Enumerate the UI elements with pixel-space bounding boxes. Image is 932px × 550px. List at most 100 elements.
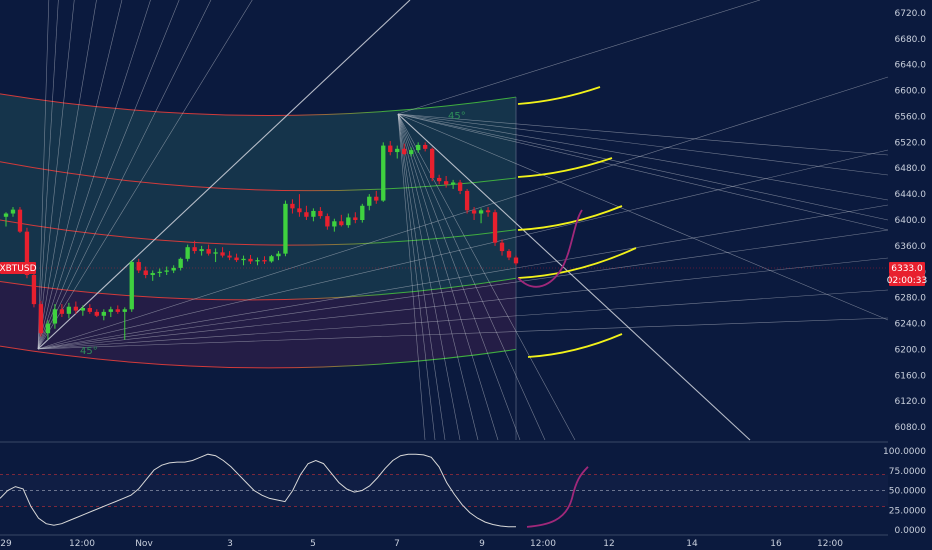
- channel-line-3: [0, 277, 517, 301]
- gann-line-b-12: [397, 113, 426, 441]
- forecast-magenta: [517, 209, 583, 288]
- price-tick-6: 6480.0: [895, 164, 927, 174]
- gann-line-b-1: [397, 113, 889, 176]
- price-tick-7: 6440.0: [895, 190, 927, 200]
- candle-body-37: [262, 260, 267, 262]
- forecast-yellow-4: [527, 333, 623, 358]
- time-axis: 29 12:00 Nov 3 5 7 9 12:00 12 14 16 12:00: [0, 534, 888, 549]
- gann-line-a-13: [37, 229, 889, 350]
- candle-body-26: [185, 247, 190, 259]
- gann-line-b-3: [397, 113, 751, 441]
- candle-body-6: [45, 323, 51, 334]
- gann-angle-label-top: 45°: [448, 111, 466, 122]
- candle-body-17: [122, 309, 127, 312]
- price-tick-11: 6280.0: [895, 294, 927, 304]
- candle-body-72: [506, 251, 512, 258]
- candle-body-42: [297, 208, 302, 213]
- candle-body-58: [409, 150, 414, 154]
- symbol-badge: [0, 262, 36, 274]
- candle-body-21: [150, 273, 155, 275]
- channel-line-0: [0, 93, 517, 116]
- osc-tick-3: 25.0000: [889, 506, 926, 516]
- candle-body-54: [381, 145, 386, 201]
- gann-line-a-2: [37, 0, 212, 350]
- price-tick-16: 6080.0: [895, 423, 927, 433]
- candle-body-28: [199, 249, 204, 252]
- candle-body-44: [311, 210, 316, 217]
- gann-line-b-15: [397, 113, 889, 156]
- oscillator-line: [0, 453, 516, 528]
- gann-line-b-10: [397, 113, 446, 441]
- gann-line-a-14: [37, 257, 889, 350]
- countdown-text: 02:00:33: [887, 276, 927, 286]
- channel-line-4: [0, 345, 517, 369]
- candle-body-4: [31, 275, 37, 305]
- candle-body-27: [192, 247, 197, 252]
- candle-body-69: [485, 210, 491, 213]
- candle-body-59: [416, 144, 421, 151]
- last-price-badge: [889, 262, 925, 274]
- candle-body-25: [178, 258, 183, 268]
- time-tick-6: 9: [479, 539, 485, 549]
- gann-line-b-13: [397, 113, 889, 321]
- candle-body-68: [478, 210, 484, 214]
- candle-body-41: [290, 203, 295, 209]
- candle-body-33: [234, 257, 239, 261]
- candle-body-35: [248, 258, 253, 262]
- forecast-yellow-0: [517, 86, 601, 105]
- gann-line-b-7: [397, 113, 499, 441]
- candle-body-52: [367, 196, 372, 206]
- candle-body-13: [94, 311, 99, 316]
- candle-body-62: [436, 177, 442, 182]
- upper-channel-fill: [0, 93, 516, 300]
- price-tick-9: 6360.0: [895, 242, 927, 252]
- candle-body-20: [143, 270, 148, 275]
- gann-line-a-10: [37, 76, 889, 350]
- gann-line-a-12: [37, 204, 889, 350]
- candlestick-series[interactable]: [3, 141, 519, 340]
- price-tick-1: 6680.0: [895, 35, 927, 45]
- candle-body-36: [255, 260, 260, 262]
- gann-line-a-11: [37, 149, 889, 350]
- candle-body-24: [171, 267, 176, 271]
- time-tick-11: 12:00: [817, 539, 843, 549]
- forecast-yellow-1: [517, 157, 613, 178]
- candle-body-65: [457, 182, 463, 191]
- gann-line-a-3: [37, 0, 180, 350]
- forecast-yellow-2: [517, 205, 623, 231]
- gann-line-b-0: [397, 0, 761, 115]
- candle-body-11: [80, 308, 86, 311]
- gann-line-b-4: [397, 113, 576, 441]
- candle-body-46: [325, 216, 330, 227]
- gann-line-a-6: [37, 0, 97, 350]
- price-tick-0: 6720.0: [895, 9, 927, 19]
- candle-body-14: [101, 311, 106, 316]
- time-tick-2: Nov: [135, 539, 153, 549]
- candle-body-31: [220, 252, 225, 256]
- candle-body-38: [269, 256, 274, 262]
- candle-body-30: [213, 252, 218, 254]
- candle-body-5: [38, 304, 44, 334]
- candle-body-1: [10, 209, 16, 214]
- price-tick-14: 6160.0: [895, 371, 927, 381]
- candle-body-7: [52, 309, 58, 324]
- candle-body-45: [318, 210, 323, 217]
- gann-line-a-15: [37, 289, 889, 350]
- candle-body-19: [136, 262, 141, 271]
- candle-body-16: [115, 309, 120, 312]
- candle-body-8: [59, 309, 65, 314]
- candle-body-55: [388, 145, 393, 153]
- candle-body-18: [129, 262, 134, 310]
- osc-tick-1: 75.0000: [889, 467, 926, 477]
- time-tick-1: 12:00: [69, 539, 95, 549]
- candle-body-0: [3, 213, 9, 217]
- candle-body-71: [499, 242, 505, 252]
- gann-line-a-9: [37, 0, 50, 350]
- chart-labels: 6333.0 02:00:33 XBTUSD 45° 45°: [0, 111, 927, 357]
- candle-body-50: [353, 217, 358, 220]
- candle-body-64: [450, 182, 456, 185]
- forecast-curves: [517, 86, 637, 358]
- price-tick-5: 6520.0: [895, 138, 927, 148]
- gann-line-b-6: [397, 113, 521, 441]
